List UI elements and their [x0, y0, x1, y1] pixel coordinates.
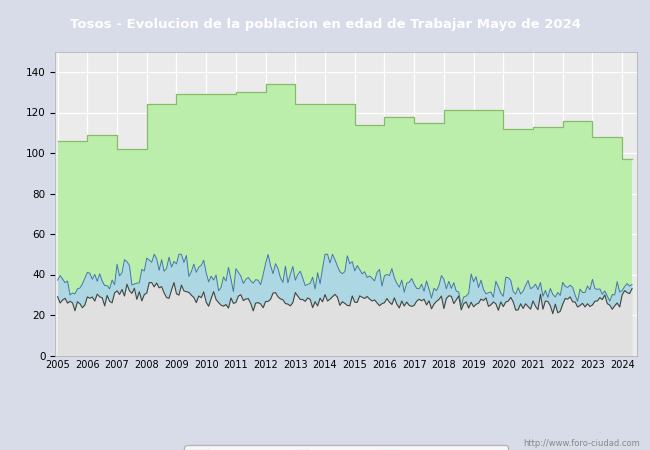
- Text: http://www.foro-ciudad.com: http://www.foro-ciudad.com: [523, 439, 640, 448]
- Text: Tosos - Evolucion de la poblacion en edad de Trabajar Mayo de 2024: Tosos - Evolucion de la poblacion en eda…: [70, 18, 580, 31]
- Legend: Ocupados, Parados, Hab. entre 16-64: Ocupados, Parados, Hab. entre 16-64: [185, 446, 508, 450]
